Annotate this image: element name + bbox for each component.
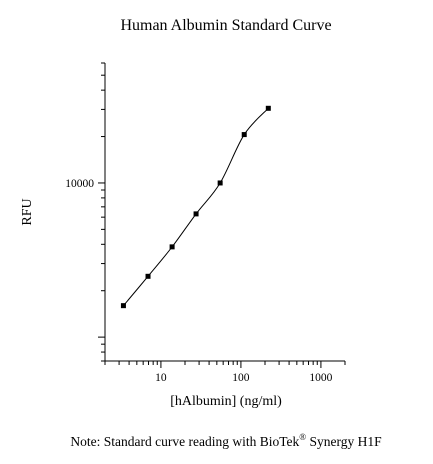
data-point bbox=[120, 303, 126, 309]
footnote-product: Synergy H1F bbox=[306, 434, 382, 449]
footnote-text: Note: Standard curve reading with BioTek bbox=[70, 434, 299, 449]
y-tick-label: 10000 bbox=[65, 178, 94, 190]
footnote: Note: Standard curve reading with BioTek… bbox=[70, 432, 382, 449]
chart-title: Human Albumin Standard Curve bbox=[120, 17, 331, 34]
data-points bbox=[120, 105, 271, 309]
series-line bbox=[123, 107, 269, 306]
data-point bbox=[217, 180, 223, 186]
x-axis-label: [hAlbumin] (ng/ml) bbox=[170, 394, 282, 409]
footnote-registered-mark: ® bbox=[299, 432, 306, 442]
x-tick-label: 100 bbox=[232, 372, 250, 384]
axes bbox=[104, 63, 345, 362]
y-axis-label: RFU bbox=[20, 198, 35, 225]
data-point bbox=[193, 211, 199, 217]
tick-labels: 10 100 1000 10000 bbox=[65, 178, 332, 384]
x-tick-label: 1000 bbox=[309, 372, 332, 384]
data-point bbox=[241, 132, 247, 138]
data-point bbox=[169, 244, 175, 250]
data-point bbox=[145, 273, 151, 279]
ticks bbox=[98, 62, 346, 368]
data-point bbox=[265, 105, 271, 111]
x-tick-label: 10 bbox=[155, 372, 167, 384]
